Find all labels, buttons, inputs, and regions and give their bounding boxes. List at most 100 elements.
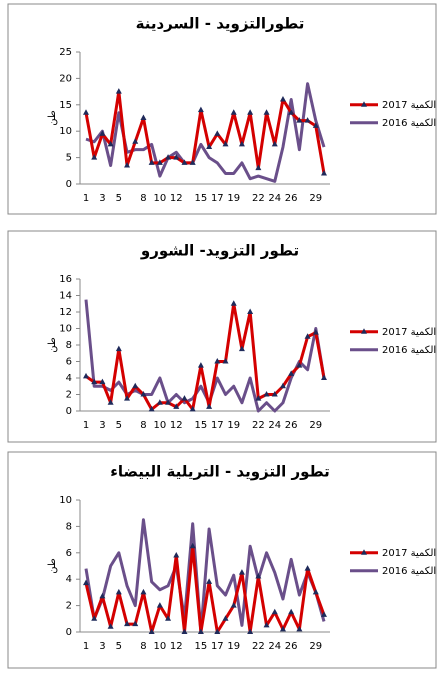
- legend-marker: [361, 101, 367, 107]
- point-marker: [148, 159, 155, 165]
- point-marker: [165, 399, 172, 405]
- point-marker: [230, 300, 237, 306]
- point-marker: [255, 573, 262, 579]
- point-marker: [206, 143, 213, 150]
- y-tick-label: 8: [66, 340, 72, 351]
- x-tick-label: 10: [153, 420, 166, 431]
- point-marker: [238, 345, 245, 352]
- x-tick-label: 1: [83, 641, 89, 652]
- point-marker: [83, 109, 89, 115]
- point-marker: [173, 154, 180, 160]
- point-marker: [279, 96, 286, 102]
- point-marker: [288, 608, 295, 615]
- point-marker: [156, 399, 163, 405]
- point-marker: [173, 551, 180, 558]
- y-tick-label: 10: [59, 495, 72, 506]
- y-tick-label: 14: [59, 291, 72, 302]
- point-marker: [263, 621, 270, 628]
- point-marker: [279, 625, 286, 632]
- y-tick-label: 6: [66, 548, 72, 559]
- x-tick-label: 22: [252, 641, 265, 652]
- y-tick-label: 10: [59, 324, 72, 335]
- point-marker: [321, 374, 327, 380]
- point-marker: [91, 378, 98, 385]
- chart-title: تطور التزويد- الشورو: [140, 242, 299, 260]
- point-marker: [247, 308, 254, 314]
- point-marker: [206, 578, 213, 584]
- point-marker: [288, 370, 295, 376]
- x-tick-label: 12: [170, 193, 183, 204]
- point-marker: [312, 122, 319, 128]
- point-marker: [140, 391, 147, 397]
- point-marker: [148, 628, 155, 634]
- point-marker: [288, 109, 295, 115]
- x-tick-label: 19: [227, 193, 240, 204]
- y-tick-label: 10: [59, 126, 72, 137]
- y-tick-label: 2: [66, 601, 72, 612]
- point-marker: [91, 154, 98, 160]
- x-tick-label: 19: [227, 420, 240, 431]
- x-tick-label: 5: [116, 193, 122, 204]
- point-marker: [197, 362, 204, 368]
- point-marker: [107, 623, 114, 629]
- x-tick-label: 29: [309, 641, 322, 652]
- chart-frame: [7, 3, 437, 215]
- legend-marker: [361, 549, 367, 555]
- series-line: [85, 302, 326, 411]
- point-marker: [165, 154, 172, 160]
- point-marker: [321, 611, 327, 617]
- x-tick-label: 29: [309, 420, 322, 431]
- point-marker: [214, 628, 221, 634]
- point-marker: [214, 358, 221, 364]
- point-marker: [99, 378, 106, 385]
- x-tick-label: 15: [195, 641, 208, 652]
- chart-frame: [7, 451, 437, 669]
- point-marker: [279, 382, 286, 389]
- x-tick-label: 17: [211, 193, 224, 204]
- point-marker: [214, 130, 221, 136]
- legend-label: الكمية 2016: [382, 118, 436, 129]
- point-marker: [140, 114, 147, 120]
- point-marker: [156, 159, 163, 165]
- x-tick-label: 3: [99, 641, 105, 652]
- y-tick-label: 0: [66, 627, 72, 638]
- point-marker: [312, 588, 319, 595]
- point-marker: [230, 109, 237, 115]
- point-marker: [296, 117, 303, 123]
- chart-frame: [7, 230, 437, 443]
- x-tick-label: 5: [116, 641, 122, 652]
- point-marker: [247, 109, 254, 115]
- x-tick-label: 17: [211, 420, 224, 431]
- chart-title: تطورالتزويد - السردينة: [136, 15, 305, 33]
- x-tick-label: 24: [268, 420, 281, 431]
- point-marker: [197, 628, 204, 634]
- y-tick-label: 25: [59, 47, 72, 58]
- point-marker: [132, 620, 139, 627]
- point-marker: [304, 565, 311, 571]
- point-marker: [206, 403, 213, 409]
- point-marker: [132, 138, 139, 144]
- series-line: [84, 90, 326, 174]
- x-tick-label: 1: [83, 420, 89, 431]
- x-tick-label: 10: [153, 193, 166, 204]
- x-tick-label: 29: [309, 193, 322, 204]
- y-tick-label: 16: [59, 274, 72, 285]
- x-tick-label: 5: [116, 420, 122, 431]
- chart-title: تطور التزويد - التريلية البيضاء: [110, 463, 330, 481]
- point-marker: [181, 395, 188, 401]
- x-tick-label: 24: [268, 641, 281, 652]
- x-tick-label: 1: [83, 193, 89, 204]
- point-marker: [107, 140, 114, 147]
- point-marker: [222, 615, 229, 621]
- point-marker: [140, 588, 147, 595]
- x-tick-label: 8: [140, 420, 146, 431]
- y-axis-label: طن: [47, 110, 58, 126]
- point-marker: [124, 162, 131, 168]
- point-marker: [304, 333, 311, 339]
- x-tick-label: 12: [170, 641, 183, 652]
- point-marker: [296, 362, 303, 368]
- point-marker: [222, 140, 229, 147]
- x-tick-label: 19: [227, 641, 240, 652]
- legend-label: الكمية 2016: [382, 345, 436, 356]
- point-marker: [296, 625, 303, 632]
